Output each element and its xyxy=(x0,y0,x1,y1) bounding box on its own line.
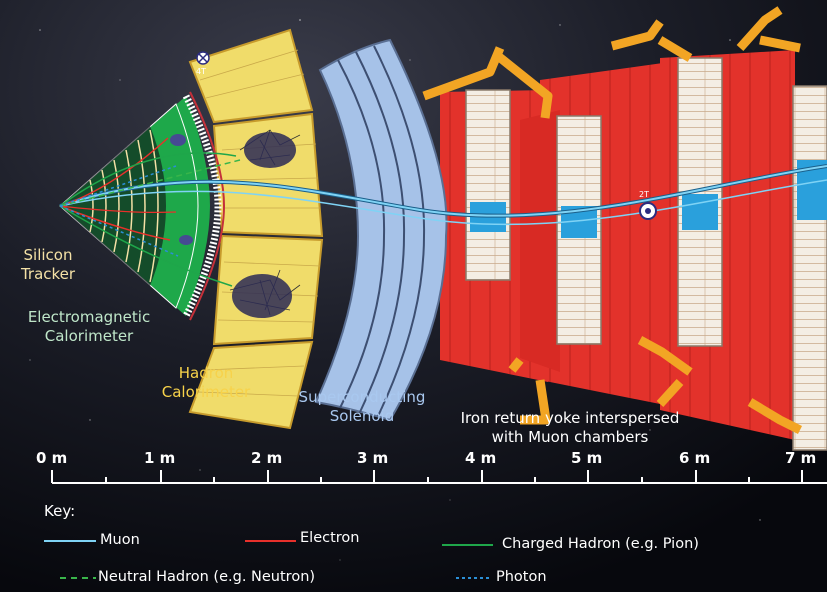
scale-tick-3m: 3 m xyxy=(357,449,389,467)
key-photon-label: Photon xyxy=(496,569,547,585)
scale-bar xyxy=(51,470,827,484)
silicon-tracker-label-line2: Tracker xyxy=(20,265,76,283)
hcal-label-line1: Hadron xyxy=(178,364,234,382)
yoke-label-line2: with Muon chambers xyxy=(491,428,649,446)
scale-tick-4m: 4 m xyxy=(465,449,497,467)
hadron-showers xyxy=(170,129,301,318)
key-title: Key: xyxy=(44,502,76,520)
field-symbol-4t xyxy=(196,51,210,65)
silicon-tracker-label-line1: Silicon xyxy=(23,246,73,264)
solenoid-label-line1: Superconducting xyxy=(298,388,426,406)
hcal-label-line2: Calorimeter xyxy=(161,383,251,401)
scale-tick-0m: 0 m xyxy=(36,449,68,467)
solenoid-label-line2: Solenoid xyxy=(329,407,395,425)
key-swatches xyxy=(44,540,493,579)
field-4t-label: 4T xyxy=(196,67,206,76)
ecal-label: Electromagnetic Calorimeter xyxy=(0,308,178,346)
hcal-label: Hadron Calorimeter xyxy=(146,364,266,402)
scale-tick-6m: 6 m xyxy=(679,449,711,467)
solenoid-label: Superconducting Solenoid xyxy=(278,388,446,426)
field-symbol-2t xyxy=(639,202,657,220)
key-electron-label: Electron xyxy=(300,530,360,546)
scale-tick-5m: 5 m xyxy=(571,449,603,467)
scale-tick-1m: 1 m xyxy=(144,449,176,467)
key-neutral-hadron-label: Neutral Hadron (e.g. Neutron) xyxy=(98,569,316,585)
yoke-label: Iron return yoke interspersed with Muon … xyxy=(440,409,700,447)
solenoid xyxy=(314,38,448,422)
field-2t-label: 2T xyxy=(639,190,649,199)
key-muon-label: Muon xyxy=(100,532,140,548)
ecal-label-line2: Calorimeter xyxy=(44,327,134,345)
scale-tick-2m: 2 m xyxy=(251,449,283,467)
ecal-label-line1: Electromagnetic xyxy=(27,308,151,326)
yoke-supports xyxy=(422,6,803,435)
yoke-label-line1: Iron return yoke interspersed xyxy=(460,409,680,427)
key-charged-hadron-label: Charged Hadron (e.g. Pion) xyxy=(502,536,699,552)
particle-tracks xyxy=(59,137,827,287)
scale-tick-7m: 7 m xyxy=(785,449,817,467)
silicon-tracker-label: Silicon Tracker xyxy=(6,246,90,284)
silicon-tracker xyxy=(60,126,166,286)
